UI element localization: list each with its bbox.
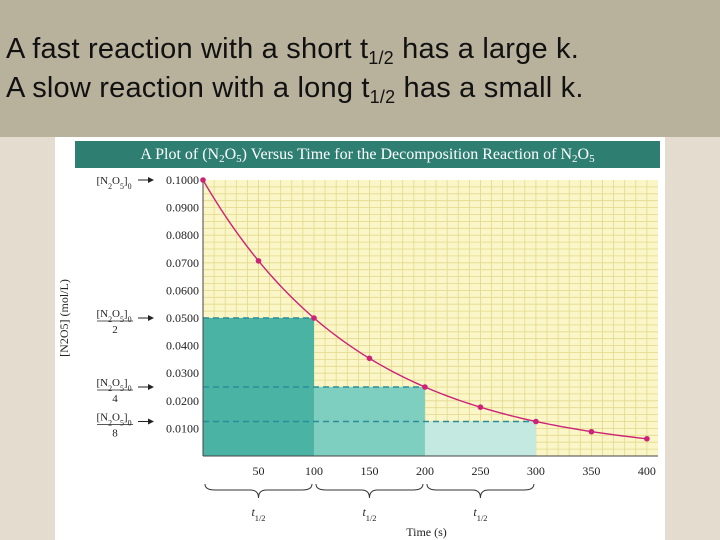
decay-chart: 0.0100 0.0200 0.0300 0.0400 0.0500 0.0600 0.07… (57, 173, 658, 539)
y-tick-label: 0.0100 (166, 421, 199, 435)
y-tick-label: 0.0400 (166, 339, 199, 353)
concentration-label: [N2O5]0 (96, 412, 131, 428)
y-tick-label: 0.1000 (166, 173, 199, 187)
slide-heading-line-1: A fast reaction with a short t1/2 has a … (6, 33, 579, 69)
slide-heading-line-2: A slow reaction with a long t1/2 has a s… (6, 72, 584, 108)
half-life-brace (315, 483, 424, 499)
concentration-label: [N2O5]0 (96, 308, 131, 324)
caption-subscript: 2 (572, 153, 578, 165)
left-margin-strip (0, 137, 55, 540)
heading-2-text: A slow reaction with a long t (6, 72, 370, 104)
data-point (366, 355, 373, 362)
data-point (422, 384, 428, 390)
y-tick-label: 0.0700 (166, 256, 199, 270)
data-point (644, 435, 650, 442)
data-point (311, 315, 317, 321)
x-tick-label: 50 (252, 464, 264, 478)
caption-subscript: 5 (236, 153, 242, 165)
heading-2-subscript: 1/2 (369, 87, 396, 107)
label-arrow-head (148, 177, 154, 183)
heading-1-subscript: 1/2 (368, 48, 394, 68)
y-tick-label: 0.0900 (166, 201, 199, 215)
x-tick-label: 250 (471, 464, 489, 478)
caption-part: O (224, 146, 237, 163)
data-point (477, 404, 484, 410)
data-point (255, 258, 262, 264)
heading-1-text: A fast reaction with a short t (6, 33, 369, 65)
y-axis-title: [N2O5] (mol/L) (57, 279, 71, 357)
y-tick-label: 0.0300 (166, 366, 199, 380)
heading-2-tail: has a small k. (395, 72, 584, 104)
figure-panel: 0.0100 0.0200 0.0300 0.0400 0.0500 0.0600 0.07… (55, 170, 665, 540)
y-tick-label: 0.0800 (166, 228, 199, 242)
x-tick-label: 150 (360, 464, 378, 478)
half-life-brace (426, 483, 535, 499)
half-life-label: t1/2 (251, 505, 265, 523)
fraction-denominator: 8 (112, 428, 118, 440)
caption-part: A Plot of (N (140, 146, 220, 163)
caption-subscript: 2 (219, 153, 225, 165)
half-life-block (424, 421, 536, 456)
data-point (200, 177, 206, 183)
caption-subscript: 5 (589, 153, 595, 165)
x-tick-label: 100 (305, 464, 323, 478)
half-life-label: t1/2 (473, 505, 487, 523)
x-axis-title: Time (s) (406, 525, 447, 539)
x-tick-label: 350 (582, 464, 600, 478)
label-arrow-head (148, 384, 154, 390)
half-life-label: t1/2 (362, 505, 376, 523)
x-tick-label: 200 (416, 464, 434, 478)
half-life-brace (204, 483, 313, 499)
heading-1-tail: has a large k. (393, 33, 580, 65)
right-margin-strip (665, 137, 720, 540)
header-band (0, 0, 720, 137)
data-point (533, 418, 539, 425)
x-tick-label: 300 (527, 464, 545, 478)
label-arrow-head (148, 418, 154, 425)
fraction-denominator: 2 (112, 324, 118, 336)
x-tick-label: 400 (638, 464, 656, 478)
label-arrow-head (148, 315, 154, 321)
figure-caption: A Plot of (N2O5) Versus Time for the Dec… (75, 141, 660, 168)
concentration-label: [N2O5]0 (96, 377, 131, 393)
y-tick-label: 0.0600 (166, 283, 199, 297)
y-tick-label: 0.0200 (166, 394, 199, 408)
caption-part: ) Versus Time for the Decomposition Reac… (241, 146, 572, 163)
fraction-denominator: 4 (112, 393, 118, 405)
concentration-label: [N2O5]0 (96, 175, 131, 191)
y-tick-label: 0.0500 (166, 311, 199, 325)
data-point (588, 428, 595, 435)
caption-part: O (577, 146, 590, 163)
